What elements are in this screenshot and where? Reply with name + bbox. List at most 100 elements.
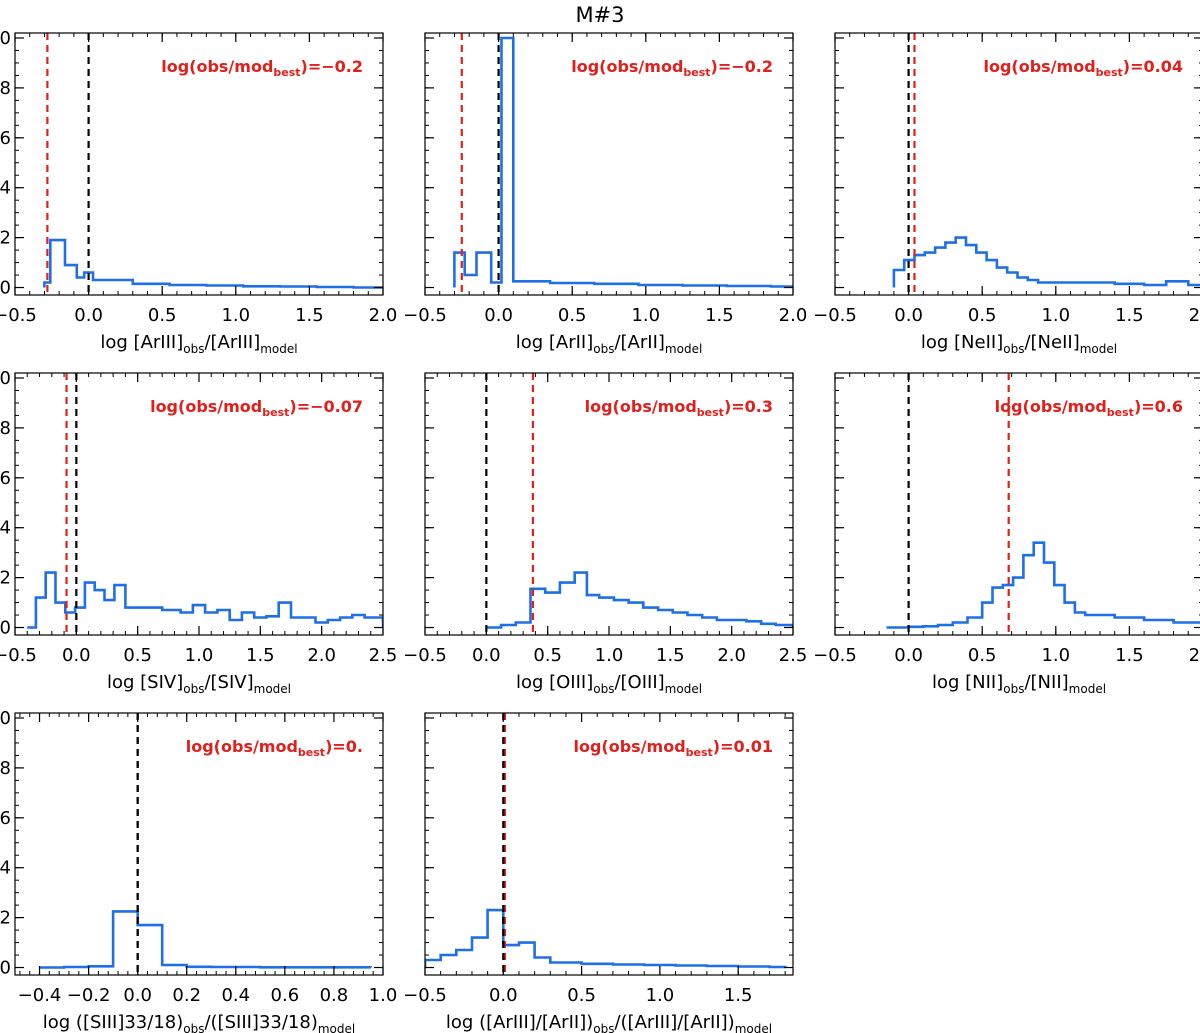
x-tick-label: 0.5 xyxy=(533,645,562,666)
y-tick-label: 0.0 xyxy=(0,958,11,979)
x-tick-label: 0.0 xyxy=(489,985,518,1006)
x-tick-label: 2.0 xyxy=(307,645,336,666)
x-tick-label: 0.5 xyxy=(148,305,177,326)
x-tick-label: 2.5 xyxy=(369,645,398,666)
x-tick-label: 2.5 xyxy=(779,645,808,666)
x-tick-label: 1.5 xyxy=(1115,305,1144,326)
histogram-panel-7: −0.4−0.2 0.0 0.2 0.4 0.6 0.8 1.0 0.0 0.2 0.4 0.6 0.… xyxy=(0,708,397,1033)
x-axis-label: log [ArII]obs/[ArII]model xyxy=(516,332,703,356)
axes-frame xyxy=(14,712,384,976)
x-tick-label: −0.2 xyxy=(67,985,111,1006)
x-tick-label: 0.0 xyxy=(472,645,501,666)
axes-frame xyxy=(424,712,794,976)
x-tick-label: 0.4 xyxy=(221,985,250,1006)
axes-frame xyxy=(834,372,1200,636)
y-tick-label: 0.6 xyxy=(0,808,11,829)
x-tick-label: 0.0 xyxy=(74,305,103,326)
x-tick-label: 2.0 xyxy=(369,305,398,326)
best-model-annotation: log(obs/modbest)=0.6 xyxy=(995,397,1183,419)
x-axis-label: log [ArIII]obs/[ArIII]model xyxy=(100,332,297,356)
histogram-panel-8: −0.5 0.0 0.5 1.0 1.5 log ([ArIII]/[ArII])obs/… xyxy=(403,712,794,1033)
y-tick-label: 0.8 xyxy=(0,758,11,779)
x-tick-label: 1.5 xyxy=(705,305,734,326)
x-tick-label: 1.0 xyxy=(221,305,250,326)
y-tick-label: 0.8 xyxy=(0,418,11,439)
x-tick-label: −0.5 xyxy=(0,305,37,326)
histogram-series xyxy=(425,908,787,969)
x-tick-label: 0.0 xyxy=(484,305,513,326)
x-tick-label: −0.5 xyxy=(403,645,447,666)
histogram-series xyxy=(892,236,1200,288)
x-tick-label: −0.5 xyxy=(813,645,857,666)
best-model-annotation: log(obs/modbest)=0. xyxy=(186,737,363,759)
x-tick-label: 1.0 xyxy=(369,985,398,1006)
x-tick-label: −0.5 xyxy=(813,305,857,326)
x-tick-label: 0.5 xyxy=(558,305,587,326)
histogram-panel-5: −0.5 0.0 0.5 1.0 1.5 2.0 2.5 log [OIII]obs/[OII… xyxy=(403,372,808,696)
histogram-panel-6: −0.5 0.0 0.5 1.0 1.5 2.0 log [NII]obs/[NII]mod… xyxy=(813,372,1200,696)
axes-frame xyxy=(14,32,384,296)
x-tick-label: −0.5 xyxy=(403,305,447,326)
y-tick-label: 1.0 xyxy=(0,708,11,729)
x-axis-label: log [NII]obs/[NII]model xyxy=(932,672,1106,696)
x-tick-label: 1.5 xyxy=(295,305,324,326)
x-tick-label: 0.2 xyxy=(172,985,201,1006)
histogram-panel-3: −0.5 0.0 0.5 1.0 1.5 2.0 log [NeII]obs/[NeII]m… xyxy=(813,32,1200,356)
histogram-series xyxy=(39,910,372,969)
histogram-series xyxy=(453,36,793,288)
x-tick-label: 0.5 xyxy=(968,645,997,666)
y-tick-label: 0.4 xyxy=(0,858,11,879)
axes-frame xyxy=(424,32,794,296)
x-tick-label: −0.5 xyxy=(0,645,37,666)
x-tick-label: 1.0 xyxy=(646,985,675,1006)
x-tick-label: 1.5 xyxy=(656,645,685,666)
histogram-panel-2: −0.5 0.0 0.5 1.0 1.5 2.0 log [ArII]obs/[ArII]m… xyxy=(403,32,808,356)
x-tick-label: 0.5 xyxy=(968,305,997,326)
x-axis-label: log [NeII]obs/[NeII]model xyxy=(921,332,1117,356)
x-tick-label: 1.0 xyxy=(1041,305,1070,326)
x-tick-label: 0.0 xyxy=(62,645,91,666)
histogram-series xyxy=(886,541,1200,629)
x-tick-label: −0.5 xyxy=(403,985,447,1006)
x-tick-label: 1.0 xyxy=(631,305,660,326)
x-tick-label: 0.6 xyxy=(271,985,300,1006)
x-tick-label: 0.0 xyxy=(123,985,152,1006)
x-tick-label: 1.0 xyxy=(595,645,624,666)
x-tick-label: 2.0 xyxy=(779,305,808,326)
x-tick-label: 1.0 xyxy=(1041,645,1070,666)
x-tick-label: 1.5 xyxy=(1115,645,1144,666)
x-tick-label: 0.8 xyxy=(320,985,349,1006)
histogram-series xyxy=(43,238,383,289)
x-tick-label: 0.0 xyxy=(894,305,923,326)
x-tick-label: 2.0 xyxy=(1189,305,1200,326)
y-tick-label: 0.6 xyxy=(0,128,11,149)
x-axis-label: log ([SIII]33/18)obs/([SIII]33/18)model xyxy=(43,1012,355,1033)
histogram-panel-4: −0.5 0.0 0.5 1.0 1.5 2.0 2.5 0.0 0.2 0.4 0.6 0.8 1.0… xyxy=(0,368,397,696)
x-tick-label: 0.5 xyxy=(123,645,152,666)
y-tick-label: 1.0 xyxy=(0,368,11,389)
x-axis-label: log ([ArIII]/[ArII])obs/([ArIII]/[ArII])… xyxy=(446,1012,772,1033)
y-tick-label: 0.0 xyxy=(0,618,11,639)
x-tick-label: 2.0 xyxy=(1189,645,1200,666)
x-tick-label: 1.0 xyxy=(185,645,214,666)
y-tick-label: 0.8 xyxy=(0,78,11,99)
x-tick-label: −0.4 xyxy=(18,985,62,1006)
figure-title: M#3 xyxy=(575,3,625,27)
best-model-annotation: log(obs/modbest)=0.04 xyxy=(983,57,1183,79)
y-tick-label: 0.2 xyxy=(0,908,11,929)
y-tick-label: 0.4 xyxy=(0,178,11,199)
x-tick-label: 0.0 xyxy=(894,645,923,666)
y-tick-label: 0.0 xyxy=(0,278,11,299)
x-tick-label: 2.0 xyxy=(717,645,746,666)
best-model-annotation: log(obs/modbest)=−0.2 xyxy=(161,57,363,79)
x-axis-label: log [SIV]obs/[SIV]model xyxy=(107,672,291,696)
y-tick-label: 0.2 xyxy=(0,228,11,249)
histogram-series xyxy=(27,571,383,629)
histogram-series xyxy=(486,571,793,629)
axes-frame xyxy=(834,32,1200,296)
x-tick-label: 0.5 xyxy=(567,985,596,1006)
histogram-panel-1: −0.5 0.0 0.5 1.0 1.5 2.0 0.0 0.2 0.4 0.6 0.8 1.0 log… xyxy=(0,28,397,356)
y-tick-label: 0.6 xyxy=(0,468,11,489)
best-model-annotation: log(obs/modbest)=−0.2 xyxy=(571,57,773,79)
